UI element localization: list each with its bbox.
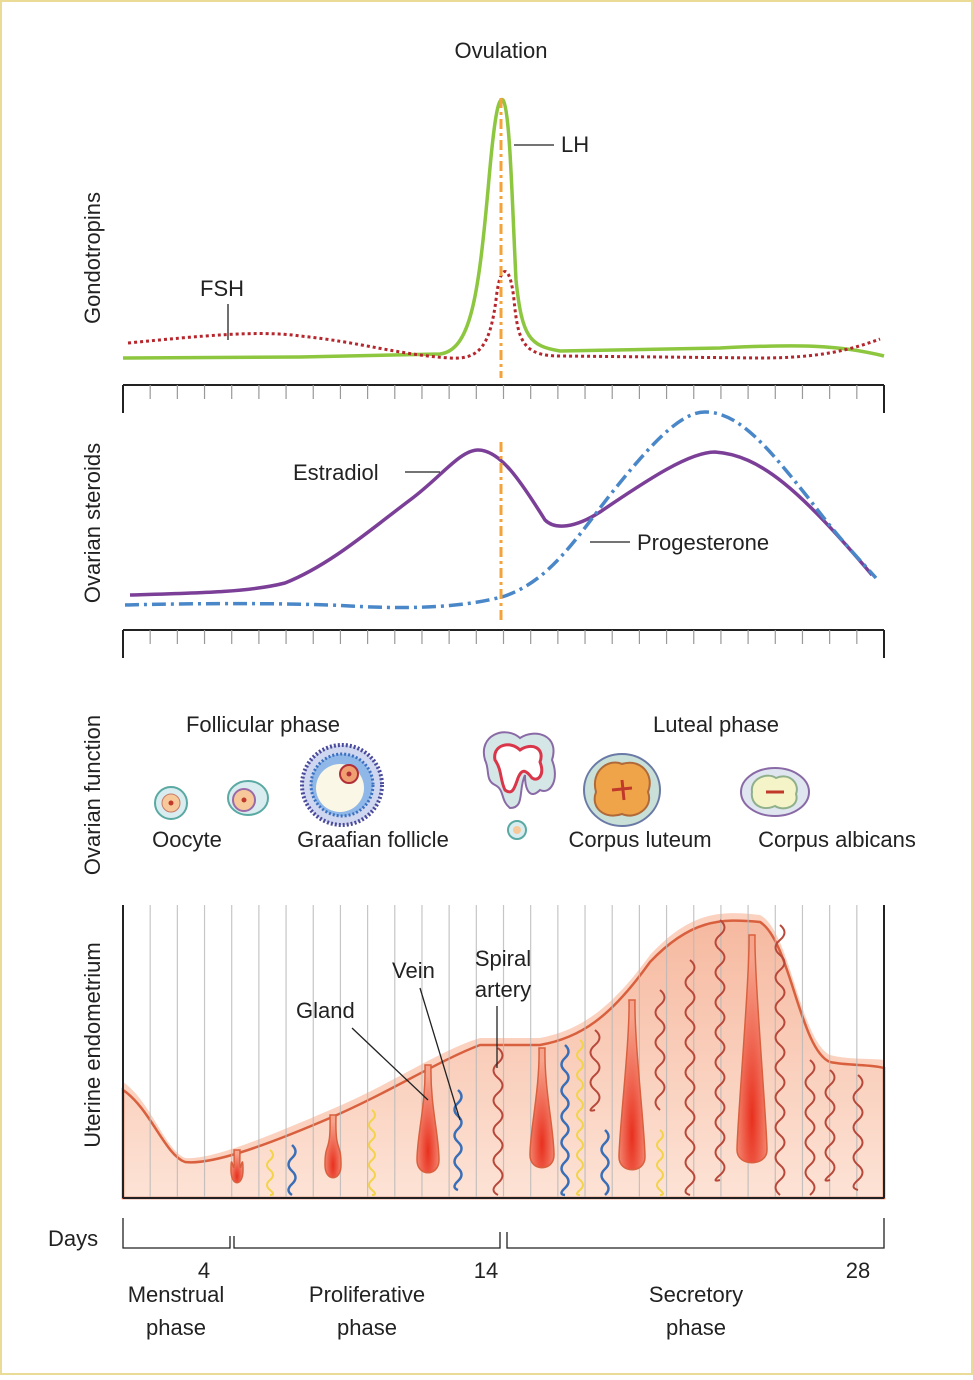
phase-name: Menstrual (128, 1282, 225, 1307)
vessels (230, 919, 864, 1197)
panel-label: Ovarian steroids (80, 443, 105, 603)
oocyte-icon (154, 780, 269, 820)
vessel (453, 1089, 463, 1192)
vessel (852, 1074, 864, 1191)
vessel (576, 1039, 584, 1196)
phase-name: phase (337, 1315, 397, 1340)
vessel (560, 1044, 570, 1197)
progesterone-curve (124, 410, 878, 610)
vessel (600, 1129, 610, 1196)
vessel (804, 1059, 816, 1196)
axis (122, 384, 885, 413)
lh-label: LH (561, 132, 589, 157)
vessel (368, 1109, 376, 1196)
icon-label: Oocyte (152, 827, 222, 852)
vessel (266, 1149, 274, 1196)
artery-label: Spiral (475, 946, 531, 971)
bracket (506, 1218, 885, 1249)
axis (122, 629, 885, 658)
corpus-luteum-icon (583, 753, 661, 827)
ruptured-follicle-icon (482, 731, 556, 840)
vessel (492, 1047, 504, 1196)
vessel (824, 1069, 836, 1182)
phase-name: phase (666, 1315, 726, 1340)
lh-curve (122, 97, 885, 360)
vessel (684, 959, 696, 1196)
gland (324, 1114, 342, 1179)
vessel (654, 989, 666, 1111)
estradiol-curve (129, 448, 874, 597)
icon-label: Corpus albicans (758, 827, 916, 852)
panel-label: Ovarian function (80, 715, 105, 875)
vessel (714, 919, 726, 1182)
day-grid (149, 905, 858, 1198)
panel-label: Uterine endometrium (80, 942, 105, 1147)
panel-label: Gondotropins (80, 192, 105, 324)
vein-label: Vein (392, 958, 435, 983)
icon-label: Corpus luteum (568, 827, 711, 852)
vessel (589, 1029, 601, 1112)
gland (618, 999, 646, 1171)
vessel (774, 924, 786, 1196)
phase-name: Proliferative (309, 1282, 425, 1307)
gland (736, 934, 768, 1164)
phase-label: Follicular phase (186, 712, 340, 737)
gland (230, 1149, 244, 1184)
gland (529, 1047, 555, 1169)
ovulation-label: Ovulation (455, 38, 548, 63)
leader (351, 1027, 429, 1101)
days-label: Days (48, 1226, 98, 1251)
day-mark: 28 (846, 1258, 870, 1283)
corpus-albicans-icon (740, 767, 810, 817)
estradiol-label: Estradiol (293, 460, 379, 485)
phase-label: Luteal phase (653, 712, 779, 737)
artery-label: artery (475, 977, 531, 1002)
progesterone-label: Progesterone (637, 530, 769, 555)
fsh-label: FSH (200, 276, 244, 301)
bracket (233, 1232, 501, 1249)
vessel (656, 1129, 664, 1196)
icon-label: Graafian follicle (297, 827, 449, 852)
gland (416, 1064, 440, 1174)
gland-label: Gland (296, 998, 355, 1023)
day-mark: 4 (198, 1258, 210, 1283)
phase-name: Secretory (649, 1282, 743, 1307)
fsh-curve (127, 270, 881, 360)
day-mark: 14 (474, 1258, 498, 1283)
bracket (122, 1218, 231, 1249)
vessel (287, 1144, 297, 1197)
leader (419, 987, 461, 1121)
phase-name: phase (146, 1315, 206, 1340)
graafian-follicle-icon (300, 743, 384, 827)
